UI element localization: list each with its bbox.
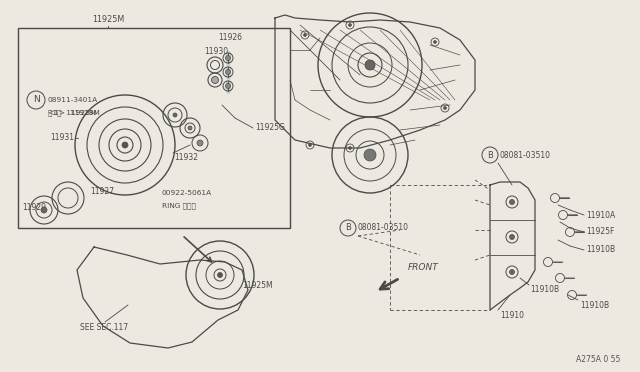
Circle shape [308,144,312,147]
Text: B: B [487,151,493,160]
Text: 08081-03510: 08081-03510 [358,224,409,232]
Circle shape [365,60,375,70]
Text: 11925G: 11925G [255,124,285,132]
Text: 11929: 11929 [22,203,46,212]
Circle shape [218,273,223,278]
Text: 08081-03510: 08081-03510 [500,151,551,160]
Circle shape [41,207,47,213]
Text: N: N [33,96,40,105]
Circle shape [303,33,307,36]
Circle shape [225,70,230,74]
Circle shape [364,149,376,161]
Circle shape [433,41,436,44]
Text: RING リング: RING リング [162,203,196,209]
Circle shape [444,106,447,109]
Text: FRONT: FRONT [408,263,439,273]
Text: 11927: 11927 [90,187,114,196]
Circle shape [225,83,230,89]
Circle shape [122,142,128,148]
Text: 00922-5061A: 00922-5061A [162,190,212,196]
Text: A275A 0 55: A275A 0 55 [575,356,620,365]
Text: SEE SEC.117: SEE SEC.117 [80,324,128,333]
Circle shape [509,199,515,205]
Circle shape [349,147,351,150]
Circle shape [188,126,192,130]
Text: 11910: 11910 [500,311,524,320]
Text: 11925F: 11925F [586,228,614,237]
Text: 08911-3401A: 08911-3401A [48,97,98,103]
Text: 11910B: 11910B [580,301,609,310]
Circle shape [509,234,515,240]
Text: 11931: 11931 [50,134,74,142]
Circle shape [197,140,203,146]
Bar [18,28,290,228]
Text: <1>  11928M: <1> 11928M [48,110,100,116]
Text: B: B [345,224,351,232]
Text: 11930: 11930 [204,48,228,57]
Text: 11932: 11932 [174,154,198,163]
Text: 〄1々  11928M: 〄1々 11928M [48,110,97,116]
Text: 11910A: 11910A [586,211,615,219]
Circle shape [225,55,230,61]
Circle shape [211,77,218,83]
Circle shape [173,113,177,117]
Text: 11910B: 11910B [586,246,615,254]
Text: 11925M: 11925M [92,16,124,25]
Circle shape [509,269,515,275]
Text: 11926: 11926 [218,33,242,42]
Text: 11910B: 11910B [530,285,559,295]
Circle shape [349,23,351,26]
Text: 11925M: 11925M [242,280,273,289]
